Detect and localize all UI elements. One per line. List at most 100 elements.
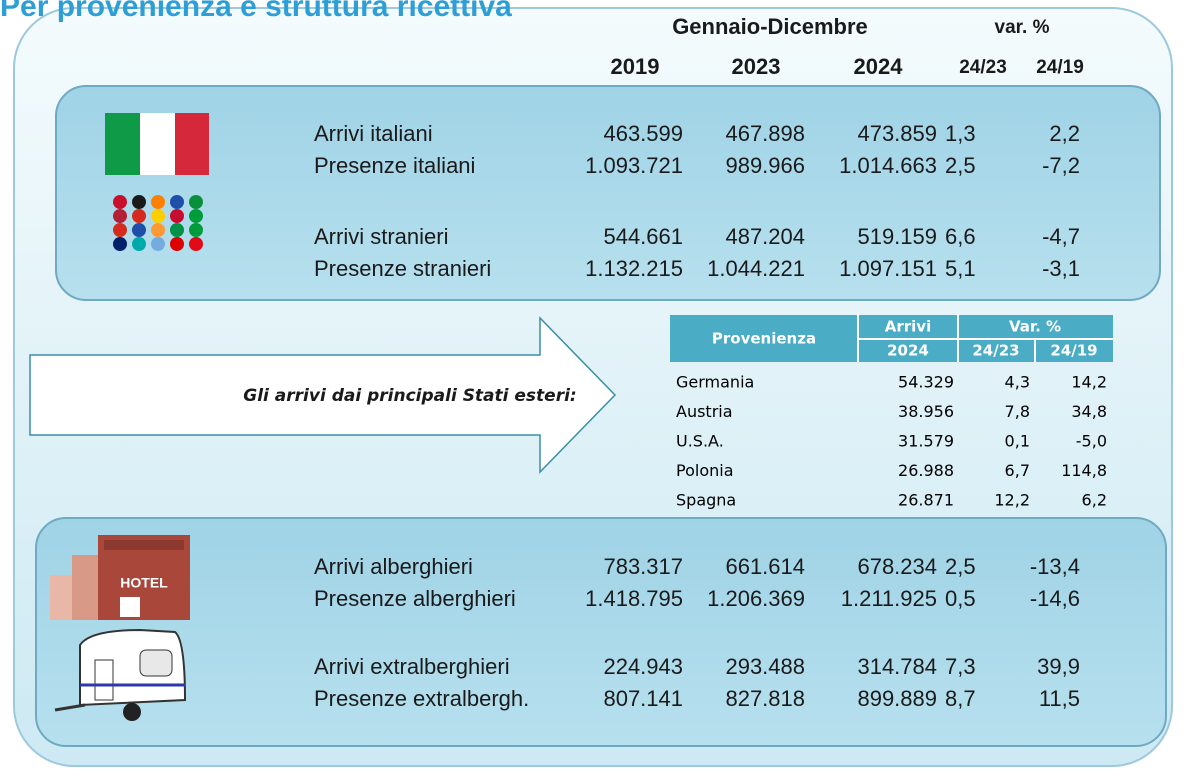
flag-dot: [189, 223, 203, 237]
svg-text:HOTEL: HOTEL: [120, 575, 168, 591]
row-label: Presenze extralbergh.: [314, 686, 529, 711]
table-cell: U.S.A.: [676, 432, 724, 451]
cell-value: -14,6: [1030, 586, 1080, 611]
variation-header: var. %: [995, 17, 1050, 38]
row-label: Arrivi stranieri: [314, 224, 448, 249]
cell-value: 463.599: [603, 121, 683, 146]
table-cell: 26.988: [898, 461, 954, 480]
year-header: 2024: [854, 54, 904, 79]
arrow-text: Gli arrivi dai principali Stati esteri:: [243, 386, 576, 406]
cell-value: -4,7: [1042, 224, 1080, 249]
flag-dot: [170, 195, 184, 209]
table-cell: 12,2: [994, 491, 1030, 510]
cell-value: 293.488: [725, 654, 805, 679]
flag-dot: [132, 195, 146, 209]
table-cell: 6,2: [1082, 491, 1107, 510]
cell-value: 1.418.795: [585, 586, 683, 611]
cell-value: 1.044.221: [707, 256, 805, 281]
cell-value: -3,1: [1042, 256, 1080, 281]
year-header: 2019: [611, 54, 660, 79]
cell-value: 1.211.925: [841, 586, 937, 611]
cell-value: 487.204: [725, 224, 805, 249]
var-header: 24/23: [959, 57, 1007, 78]
table-cell: 6,7: [1005, 461, 1030, 480]
cell-value: 544.661: [603, 224, 683, 249]
table-cell: 38.956: [898, 402, 954, 421]
flag-dot: [113, 195, 127, 209]
period-header: Gennaio-Dicembre: [672, 14, 868, 39]
row-label: Arrivi alberghieri: [314, 554, 473, 579]
table-cell: 34,8: [1071, 402, 1107, 421]
row-label: Presenze stranieri: [314, 256, 491, 281]
cell-value: 6,6: [945, 224, 976, 249]
table-cell: -5,0: [1076, 432, 1107, 451]
flag-dot: [189, 195, 203, 209]
title: Per provenienza e struttura ricettiva: [0, 0, 512, 23]
cell-value: 519.159: [857, 224, 937, 249]
cell-value: 678.234: [857, 554, 937, 579]
th: Var. %: [1009, 318, 1061, 336]
cell-value: 827.818: [725, 686, 805, 711]
table-cell: 31.579: [898, 432, 954, 451]
cell-value: 11,5: [1039, 686, 1080, 711]
flag-dot: [151, 209, 165, 223]
cell-value: 39,9: [1037, 654, 1080, 679]
cell-value: 5,1: [945, 256, 976, 281]
table-cell: Polonia: [676, 461, 734, 480]
table-cell: 4,3: [1005, 373, 1030, 392]
cell-value: 224.943: [603, 654, 683, 679]
flag-dot: [113, 209, 127, 223]
var-header: 24/19: [1036, 57, 1084, 78]
cell-value: 2,2: [1049, 121, 1080, 146]
table-cell: 0,1: [1005, 432, 1030, 451]
cell-value: 1.206.369: [707, 586, 805, 611]
flag-dot: [132, 209, 146, 223]
flag-dot: [170, 223, 184, 237]
table-cell: 14,2: [1071, 373, 1107, 392]
flag-dot: [151, 223, 165, 237]
table-cell: 26.871: [898, 491, 954, 510]
flag-dot: [132, 223, 146, 237]
flag-dot: [189, 209, 203, 223]
cell-value: 1,3: [945, 121, 976, 146]
table-cell: 114,8: [1061, 461, 1107, 480]
flag-dot: [113, 237, 127, 251]
th: 24/23: [972, 342, 1019, 360]
cell-value: 899.889: [857, 686, 937, 711]
cell-value: 2,5: [945, 153, 976, 178]
cell-value: 1.097.151: [839, 256, 937, 281]
table-cell: 54.329: [898, 373, 954, 392]
flag-dot: [113, 223, 127, 237]
flag-dot: [170, 237, 184, 251]
cell-value: 661.614: [725, 554, 805, 579]
year-header: 2023: [732, 54, 781, 79]
cell-value: 314.784: [857, 654, 937, 679]
flag-dot: [132, 237, 146, 251]
flag-dot: [189, 237, 203, 251]
flag-dot: [151, 237, 165, 251]
cell-value: 7,3: [945, 654, 976, 679]
flag-dot: [151, 195, 165, 209]
table-cell: Austria: [676, 402, 733, 421]
page: Per provenienza e struttura ricettiva Gl…: [0, 0, 1185, 771]
cell-value: 989.966: [725, 153, 805, 178]
row-label: Arrivi italiani: [314, 121, 433, 146]
cell-value: 783.317: [603, 554, 683, 579]
cell-value: 0,5: [945, 586, 976, 611]
th: Provenienza: [712, 330, 816, 348]
cell-value: 1.093.721: [585, 153, 683, 178]
italian-flag: [105, 113, 209, 175]
th: Arrivi: [885, 318, 931, 336]
row-label: Presenze italiani: [314, 153, 475, 178]
th: 24/19: [1050, 342, 1097, 360]
table-cell: Spagna: [676, 491, 736, 510]
table-cell: Germania: [676, 373, 754, 392]
table-cell: 7,8: [1005, 402, 1030, 421]
flag-dot: [170, 209, 184, 223]
th: 2024: [887, 342, 929, 360]
cell-value: 1.132.215: [585, 256, 683, 281]
cell-value: 467.898: [725, 121, 805, 146]
cell-value: 807.141: [603, 686, 683, 711]
cell-value: 1.014.663: [839, 153, 937, 178]
cell-value: 2,5: [945, 554, 976, 579]
